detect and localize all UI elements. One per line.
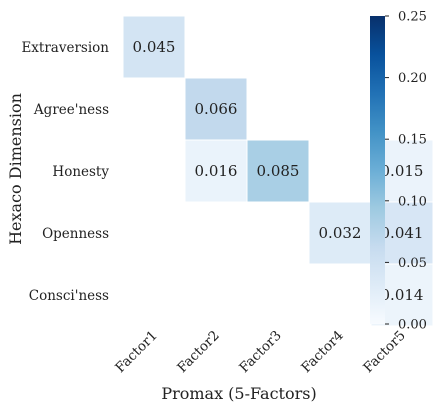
- heatmap-cell: [308, 201, 372, 265]
- heatmap-cell-value: 0.041: [381, 224, 424, 242]
- colorbar-tick-label: 0.25: [398, 10, 427, 25]
- heatmap-cell-value: 0.016: [195, 162, 238, 180]
- colorbar-ticks: 0.00 0.05 0.10 0.15 0.20 0.25: [385, 10, 427, 333]
- colorbar-tick-label: 0.15: [398, 133, 427, 148]
- y-tick-label: Honesty: [52, 164, 109, 180]
- x-tick-label: Factor5: [360, 328, 409, 377]
- x-tick-label: Factor4: [298, 328, 347, 377]
- heatmap-cell-labels: 0.045 0.066 0.016 0.085 0.015 0.032 0.041 0.014: [133, 38, 424, 304]
- heatmap-cell: [122, 15, 186, 79]
- heatmap-cell-value: 0.032: [319, 224, 362, 242]
- y-axis-label: Hexaco Dimension: [6, 93, 25, 245]
- colorbar: 0.00 0.05 0.10 0.15 0.20 0.25: [370, 10, 427, 333]
- y-tick-label: Agree'ness: [33, 102, 109, 118]
- heatmap-cell: [246, 139, 310, 203]
- y-tick-labels: Extraversion Agree'ness Honesty Openness Con…: [21, 40, 109, 304]
- colorbar-tick-label: 0.00: [398, 318, 427, 333]
- x-tick-label: Factor2: [174, 328, 223, 377]
- x-tick-label: Factor1: [112, 328, 161, 377]
- heatmap-cell-value: 0.014: [381, 286, 424, 304]
- colorbar-tick-label: 0.10: [398, 194, 427, 209]
- heatmap-cell-value: 0.085: [257, 162, 300, 180]
- y-tick-label: Openness: [42, 226, 109, 242]
- colorbar-tick-label: 0.05: [398, 256, 427, 271]
- heatmap-cell-value: 0.015: [381, 162, 424, 180]
- y-tick-label: Extraversion: [21, 40, 109, 56]
- x-tick-label: Factor3: [236, 328, 285, 377]
- heatmap-cell-value: 0.045: [133, 38, 176, 56]
- y-tick-label: Consci'ness: [29, 288, 109, 304]
- colorbar-gradient: [370, 16, 385, 324]
- heatmap-cell: [184, 139, 248, 203]
- colorbar-tick-label: 0.20: [398, 71, 427, 86]
- x-axis-label: Promax (5-Factors): [161, 384, 316, 403]
- x-tick-labels: Factor1 Factor2 Factor3 Factor4 Factor5: [112, 328, 409, 377]
- heatmap-cell-value: 0.066: [195, 100, 238, 118]
- heatmap-cell: [184, 77, 248, 141]
